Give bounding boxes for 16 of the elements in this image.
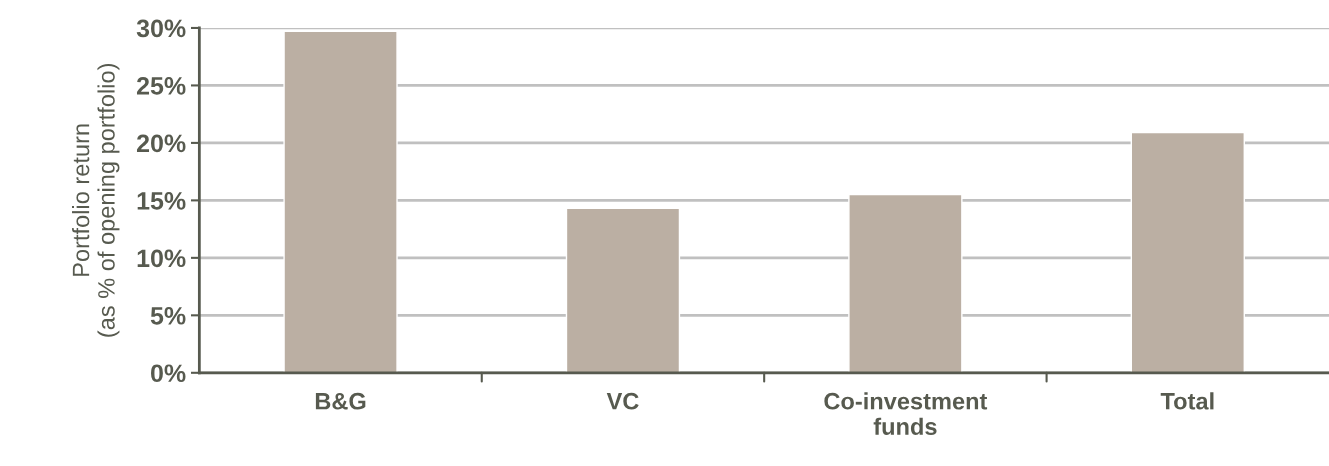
bar: [1130, 131, 1245, 373]
y-tick-label: 15%: [137, 192, 186, 210]
bar: [565, 207, 681, 373]
x-tick-label: Total: [1160, 392, 1214, 410]
x-tick-label: VC: [606, 392, 639, 410]
y-tick-label: 5%: [150, 306, 186, 325]
y-axis-title: Portfolio return (as % of opening portfolio): [72, 64, 120, 337]
y-tick-label: 25%: [136, 77, 186, 95]
x-tick-label: Co-investment funds: [824, 392, 988, 436]
x-tick-label: B&G: [315, 392, 366, 410]
y-tick-label: 30%: [136, 19, 186, 38]
bar: [283, 30, 398, 373]
y-tick-label: 20%: [136, 134, 186, 153]
y-tick-label: 0%: [151, 364, 186, 383]
y-tick-label: 10%: [137, 249, 186, 268]
bar: [848, 193, 963, 373]
